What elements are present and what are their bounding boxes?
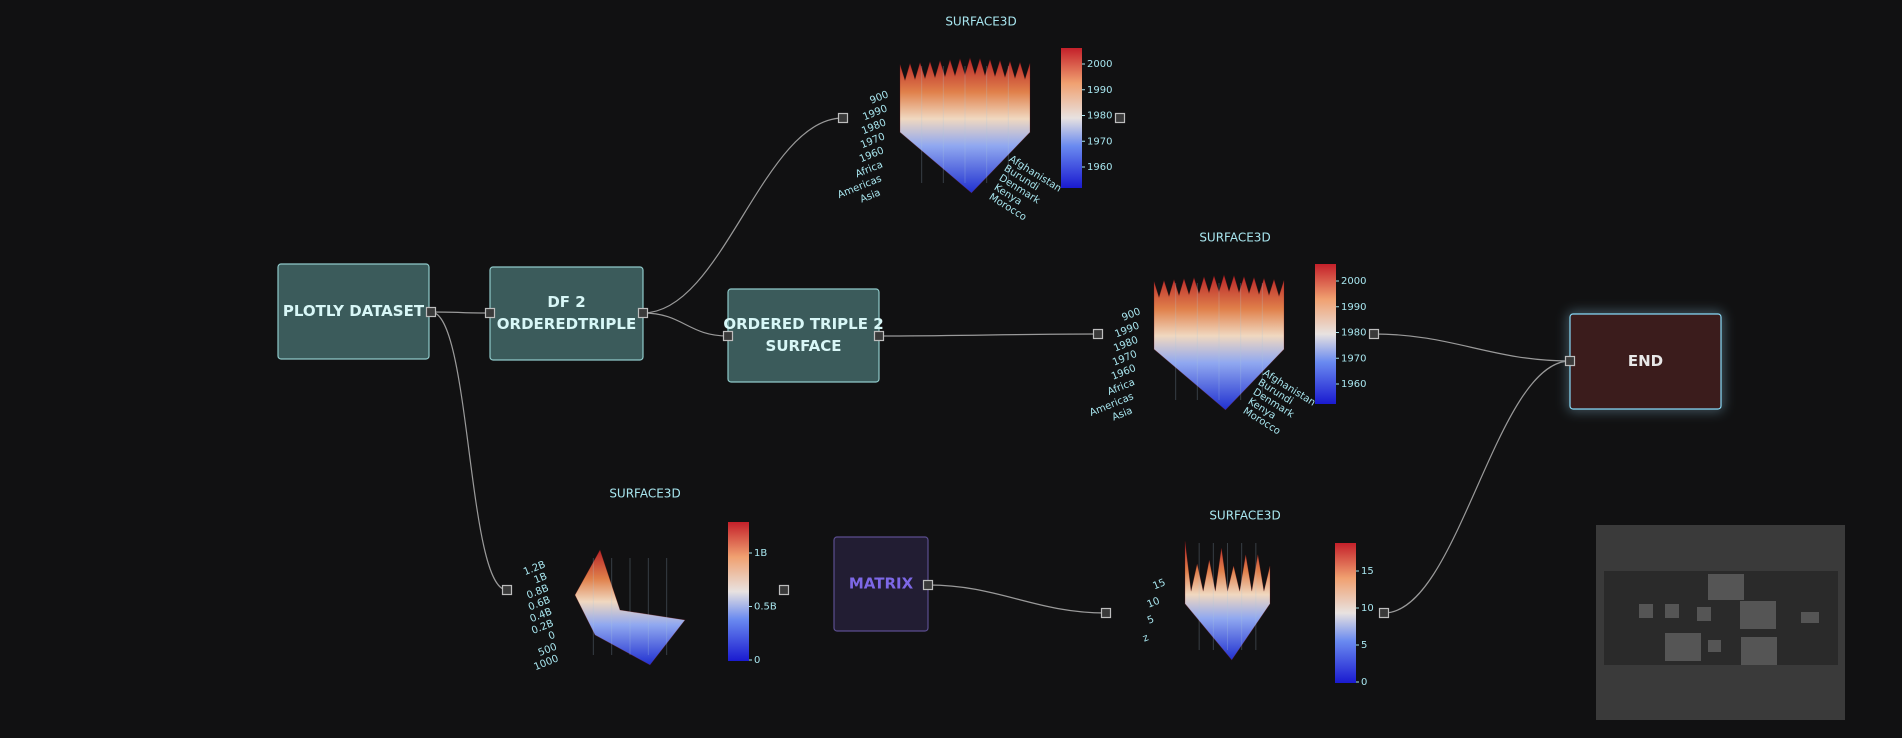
node-label: DF 2 [547, 293, 585, 311]
node-label: SURFACE [766, 337, 842, 355]
axis-label: z [1141, 632, 1150, 644]
surface-plot: SURFACE3D2000199019801970196090019901980… [836, 15, 1126, 223]
plots: SURFACE3D 2000 1990 1980 1970 1960 900 1990 1980… [501, 15, 1390, 688]
colorbar-label: 15 [1361, 566, 1374, 577]
edges [430, 117, 1571, 614]
colorbar-label: 0 [1361, 677, 1367, 688]
colorbar-label: 2000 [1087, 59, 1112, 70]
port [1100, 607, 1112, 619]
edge [878, 333, 1099, 337]
colorbar-label: 10 [1361, 603, 1374, 614]
colorbar-label: 1990 [1341, 302, 1366, 313]
colorbar-label: 1980 [1341, 328, 1366, 339]
port [1114, 112, 1126, 124]
node-box [489, 266, 644, 361]
edge [1373, 333, 1571, 362]
node-label: END [1628, 352, 1663, 370]
node[interactable]: END [1564, 313, 1722, 410]
colorbar-label: 5 [1361, 640, 1367, 651]
axis-label: 900 [1120, 306, 1142, 323]
colorbar-label: 1980 [1087, 111, 1112, 122]
plot-title: SURFACE3D [945, 15, 1016, 29]
node[interactable]: PLOTLY DATASET [277, 263, 437, 360]
axis-label: 10 [1146, 596, 1162, 611]
port [637, 307, 649, 319]
axis-label: 5 [1146, 614, 1156, 627]
minimap [1596, 525, 1845, 720]
edge [430, 311, 508, 591]
surface [899, 57, 1031, 194]
port [484, 307, 496, 319]
port [837, 112, 849, 124]
edge [430, 311, 491, 314]
port [1564, 355, 1576, 367]
axis-label: 900 [868, 89, 890, 106]
colorbar-label: 1960 [1087, 162, 1112, 173]
node[interactable]: MATRIX [833, 536, 934, 632]
colorbar-label: 1B [754, 548, 767, 559]
node-label: MATRIX [849, 575, 914, 593]
colorbar-label: 2000 [1341, 276, 1366, 287]
surface-plot: SURFACE3D1B0.5B01.2B1B0.8B0.6B0.4B0.2B05… [501, 487, 790, 673]
plot-title: SURFACE3D [609, 487, 680, 501]
port [1378, 607, 1390, 619]
colorbar-label: 1970 [1341, 353, 1366, 364]
axis-label: 1000 [533, 653, 561, 673]
colorbar-label: 0 [754, 655, 760, 666]
nodes: PLOTLY DATASET DF 2 ORDEREDTRIPLE ORDERED T… [277, 263, 1722, 632]
node-label: PLOTLY DATASET [283, 302, 425, 320]
surface [574, 549, 686, 666]
node[interactable]: DF 2 ORDEREDTRIPLE [484, 266, 649, 361]
colorbar-label: 1970 [1087, 136, 1112, 147]
node-label: ORDERED TRIPLE 2 [723, 315, 883, 333]
node-label: ORDEREDTRIPLE [497, 315, 636, 333]
axis-label: 15 [1151, 577, 1167, 592]
port [778, 584, 790, 596]
port [1368, 328, 1380, 340]
edge [927, 584, 1107, 614]
port [722, 330, 734, 342]
node-box [727, 288, 880, 383]
port [501, 584, 513, 596]
port [425, 306, 437, 318]
axis-label: 1B [532, 571, 549, 586]
colorbar-label: 1990 [1087, 85, 1112, 96]
port [873, 330, 885, 342]
surface-plot: SURFACE3D 15 10 5 0 15 10 5 z [1100, 509, 1390, 688]
node[interactable]: ORDERED TRIPLE 2 SURFACE [722, 288, 885, 383]
port [922, 579, 934, 591]
surface [1153, 274, 1285, 411]
colorbar [1315, 264, 1336, 404]
colorbar-label: 0.5B [754, 602, 777, 613]
edge [1383, 360, 1571, 614]
plot-title: SURFACE3D [1199, 231, 1270, 245]
port [1092, 328, 1104, 340]
surface-plot: SURFACE3D2000199019801970196090019901980… [1088, 231, 1380, 437]
axis-label: 0 [547, 630, 557, 643]
edge [642, 312, 729, 337]
colorbar [728, 522, 749, 661]
edge [642, 117, 844, 314]
colorbar [1335, 543, 1356, 683]
colorbar [1061, 48, 1082, 188]
plot-title: SURFACE3D [1209, 509, 1280, 523]
colorbar-label: 1960 [1341, 379, 1366, 390]
surface [1184, 541, 1271, 661]
